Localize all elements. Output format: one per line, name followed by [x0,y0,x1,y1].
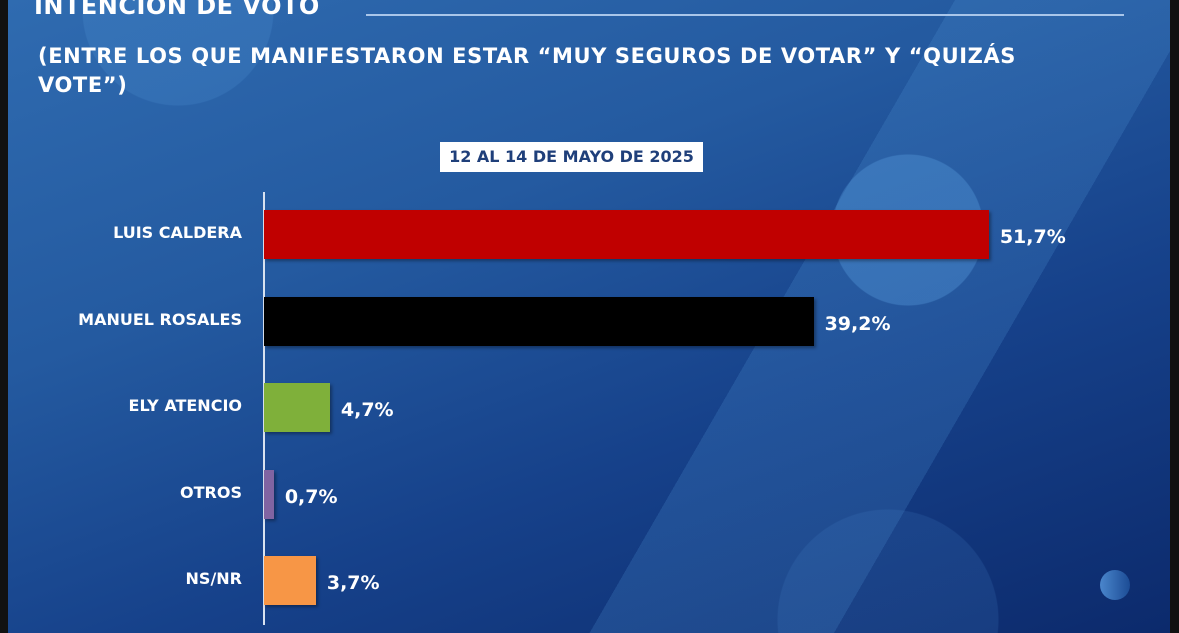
data-label: 39,2% [824,312,891,335]
slide: INTENCIÓN DE VOTO (ENTRE LOS QUE MANIFES… [8,0,1170,633]
page-title: INTENCIÓN DE VOTO [34,0,320,20]
data-label: 4,7% [340,399,394,421]
data-label: 0,7% [284,485,338,508]
category-label: NS/NR [185,569,242,588]
bar-ely-atencio [264,383,330,432]
category-label: ELY ATENCIO [128,396,242,415]
category-label: MANUEL ROSALES [78,309,242,329]
decorative-dot [1100,570,1130,600]
category-label: LUIS CALDERA [113,223,242,242]
bar-otros [264,469,274,519]
data-label: 51,7% [999,226,1066,248]
bar-ns-nr [264,556,316,605]
data-label: 3,7% [326,572,380,594]
category-label: OTROS [180,482,242,502]
bar-manuel-rosales [264,296,814,346]
bar-luis-caldera [264,210,989,259]
title-divider [366,14,1124,16]
date-label: 12 AL 14 DE MAYO DE 2025 [440,142,703,172]
subtitle: (ENTRE LOS QUE MANIFESTARON ESTAR “MUY S… [38,44,1017,97]
